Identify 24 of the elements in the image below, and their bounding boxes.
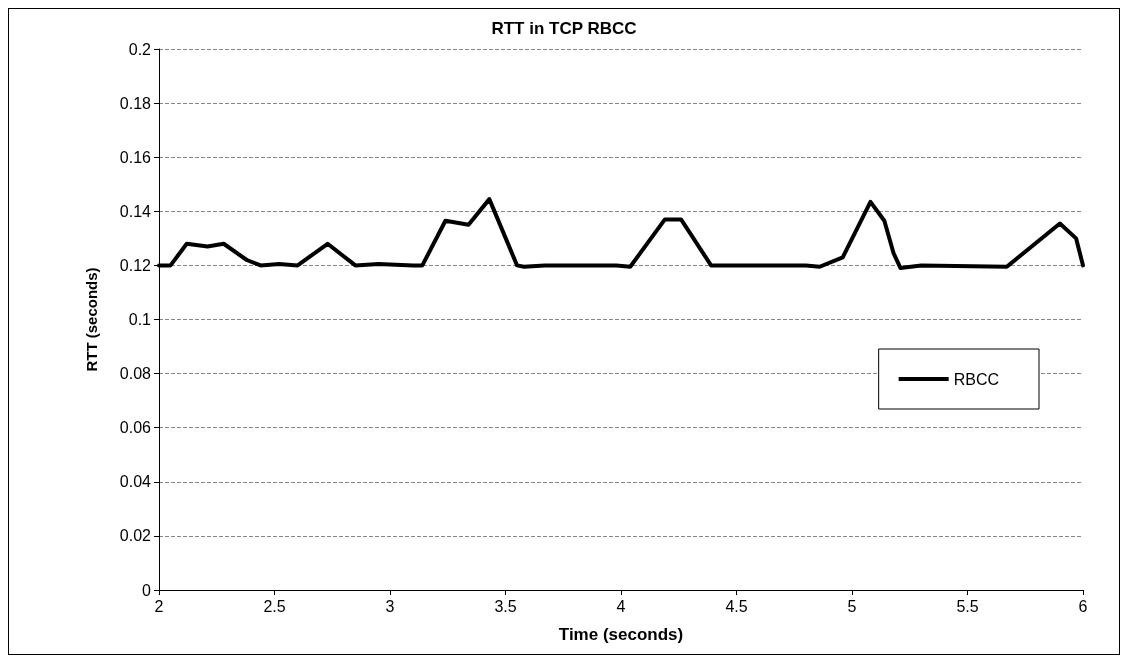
y-tick-label: 0.06 — [119, 419, 152, 437]
y-tick-label: 0.16 — [119, 148, 152, 166]
y-tick-label: 0.12 — [119, 256, 152, 274]
x-tick-label: 5 — [847, 597, 857, 615]
x-tick-label: 4.5 — [725, 597, 748, 615]
x-axis-title: Time (seconds) — [558, 625, 684, 644]
y-tick-label: 0.1 — [128, 311, 152, 328]
y-tick-label: 0.14 — [119, 202, 152, 220]
x-tick-label: 3.5 — [494, 597, 517, 615]
x-tick-label: 6 — [1078, 597, 1088, 615]
y-tick-label: 0.2 — [128, 40, 152, 58]
x-tick-label: 2 — [154, 597, 164, 615]
legend-label: RBCC — [953, 370, 1000, 388]
y-tick-label: 0.18 — [119, 94, 152, 112]
y-axis-title: RTT (seconds) — [83, 267, 100, 372]
y-tick-label: 0.02 — [119, 527, 152, 545]
x-tick-label: 5.5 — [956, 597, 979, 615]
x-tick-label: 4 — [616, 597, 626, 615]
x-tick-label: 3 — [385, 597, 395, 615]
x-tick-label: 2.5 — [263, 597, 286, 615]
chart-title: RTT in TCP RBCC — [491, 19, 637, 38]
y-tick-label: 0.04 — [119, 473, 152, 491]
y-tick-label: 0 — [142, 581, 152, 599]
y-tick-label: 0.08 — [119, 365, 152, 383]
